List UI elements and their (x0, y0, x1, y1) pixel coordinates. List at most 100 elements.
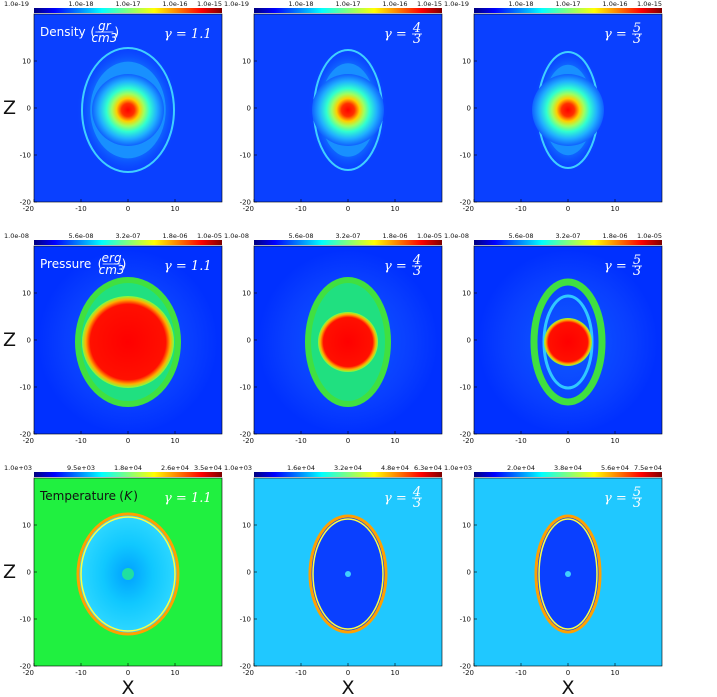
colorbar-tick-label: 1.0e-16 (603, 0, 628, 8)
y-tick-label: 0 (27, 337, 31, 345)
colorbar-tick-label: 3.2e+04 (334, 464, 362, 472)
colorbar-tick-label: 1.0e-05 (197, 232, 222, 240)
gamma-numerator: 5 (633, 253, 641, 268)
y-tick-label: 0 (247, 105, 251, 113)
gamma-label: γ = (604, 27, 627, 42)
unit-open: ( (90, 25, 95, 39)
unit-denominator: cm3 (91, 31, 117, 45)
x-tick-label: 10 (171, 205, 180, 213)
panel-density-3: 1.0e-19 1.0e-18 1.0e-17 1.0e-16 1.0e-15 -20 -1… (444, 0, 663, 213)
y-tick-label: 10 (462, 522, 471, 530)
y-tick-label: -10 (20, 616, 31, 624)
x-tick-label: 10 (611, 669, 620, 677)
unit-open: ( (119, 489, 124, 503)
shock-inner-edge (538, 518, 598, 630)
gamma-numerator: 5 (633, 21, 641, 36)
y-tick-label: -20 (20, 199, 31, 207)
x-tick-label: -10 (75, 437, 86, 445)
y-tick-label: 10 (242, 58, 251, 66)
colorbar-tick-label: 1.6e+04 (287, 464, 315, 472)
shock-inner-edge (80, 516, 176, 632)
y-tick-label: 10 (462, 58, 471, 66)
x-axis-label: X (341, 677, 354, 697)
colorbar-tick-label: 3.2e-07 (556, 232, 581, 240)
colorbar-tick-label: 1.8e-06 (603, 232, 628, 240)
shock-inner-edge (312, 518, 384, 630)
gamma-label: γ = (384, 27, 407, 42)
colorbar-tick-label: 1.8e+04 (114, 464, 142, 472)
unit-close: ) (114, 25, 119, 39)
colorbar-tick-label: 3.2e-07 (336, 232, 361, 240)
y-tick-label: -10 (240, 616, 251, 624)
y-tick-label: 10 (242, 522, 251, 530)
y-tick-label: -20 (460, 199, 471, 207)
y-tick-label: -20 (460, 663, 471, 671)
panel-temperature-2: 1.0e+03 1.6e+04 3.2e+04 4.8e+04 6.3e+04 -20 -1… (224, 464, 443, 697)
colorbar-tick-label: 1.0e-19 (224, 0, 249, 8)
x-tick-label: 0 (566, 437, 570, 445)
colorbar-tick-label: 3.2e-07 (116, 232, 141, 240)
pressure-core (82, 296, 174, 388)
panel-pressure-2: 1.0e-08 5.6e-08 3.2e-07 1.8e-06 1.0e-05 -20 -1… (224, 232, 443, 445)
center-spot (122, 568, 134, 580)
colorbar-tick-label: 6.3e+04 (414, 464, 442, 472)
quantity-label: Temperature (39, 489, 116, 503)
colorbar-tick-label: 5.6e-08 (69, 232, 94, 240)
y-tick-label: -10 (460, 152, 471, 160)
y-tick-label: 10 (242, 290, 251, 298)
colorbar-tick-label: 1.0e-17 (336, 0, 361, 8)
colorbar-tick-label: 1.0e+03 (224, 464, 252, 472)
y-tick-label: 10 (22, 290, 31, 298)
colorbar-tick-label: 9.5e+03 (67, 464, 95, 472)
y-tick-label: -10 (20, 152, 31, 160)
colorbar-tick-label: 1.0e-17 (556, 0, 581, 8)
colorbar-tick-label: 2.6e+04 (161, 464, 189, 472)
colorbar-tick-label: 2.0e+04 (507, 464, 535, 472)
y-tick-label: 0 (27, 105, 31, 113)
y-tick-label: -10 (240, 384, 251, 392)
unit-label: K (124, 489, 133, 503)
x-tick-label: -20 (23, 669, 34, 677)
gamma-denominator: 3 (413, 32, 421, 47)
y-tick-label: 0 (27, 569, 31, 577)
colorbar-tick-label: 1.0e-08 (4, 232, 29, 240)
quantity-label: Density (40, 25, 86, 39)
colorbar-tick-label: 1.0e-05 (637, 232, 662, 240)
x-tick-label: 0 (126, 669, 130, 677)
y-tick-label: 10 (22, 522, 31, 530)
gamma-numerator: 4 (412, 253, 421, 268)
colorbar (474, 472, 662, 477)
gamma-denominator: 3 (633, 496, 641, 511)
y-tick-label: -20 (20, 431, 31, 439)
colorbar-tick-label: 1.0e-19 (4, 0, 29, 8)
colorbar-tick-label: 5.6e-08 (289, 232, 314, 240)
colorbar-tick-label: 1.0e-08 (444, 232, 469, 240)
y-tick-label: -10 (460, 616, 471, 624)
shock-shell (530, 278, 606, 406)
panel-temperature-1: 1.0e+03 9.5e+03 1.8e+04 2.6e+04 3.5e+04 -20 -1… (3, 464, 223, 697)
colorbar (34, 8, 222, 13)
x-tick-label: -20 (463, 437, 474, 445)
x-tick-label: 10 (611, 437, 620, 445)
gamma-denominator: 3 (413, 496, 421, 511)
x-tick-label: 0 (126, 205, 130, 213)
colorbar-tick-label: 1.0e-18 (69, 0, 94, 8)
colorbar-tick-label: 5.6e-08 (509, 232, 534, 240)
colorbar-tick-label: 1.8e-06 (383, 232, 408, 240)
x-axis-label: X (561, 677, 574, 697)
gamma-denominator: 3 (633, 264, 641, 279)
y-tick-label: -20 (240, 663, 251, 671)
x-tick-label: 10 (391, 205, 400, 213)
y-tick-label: -20 (240, 199, 251, 207)
colorbar-tick-label: 1.0e-15 (637, 0, 662, 8)
density-core (312, 74, 384, 146)
x-tick-label: -10 (75, 205, 86, 213)
center-spot (345, 571, 351, 577)
colorbar-tick-label: 1.0e-16 (163, 0, 188, 8)
unit-close: ) (122, 257, 127, 271)
x-tick-label: -20 (243, 205, 254, 213)
colorbar-tick-label: 1.0e+03 (4, 464, 32, 472)
y-tick-label: -10 (460, 384, 471, 392)
x-tick-label: 10 (611, 205, 620, 213)
gamma-label: γ = 1.1 (164, 259, 212, 274)
